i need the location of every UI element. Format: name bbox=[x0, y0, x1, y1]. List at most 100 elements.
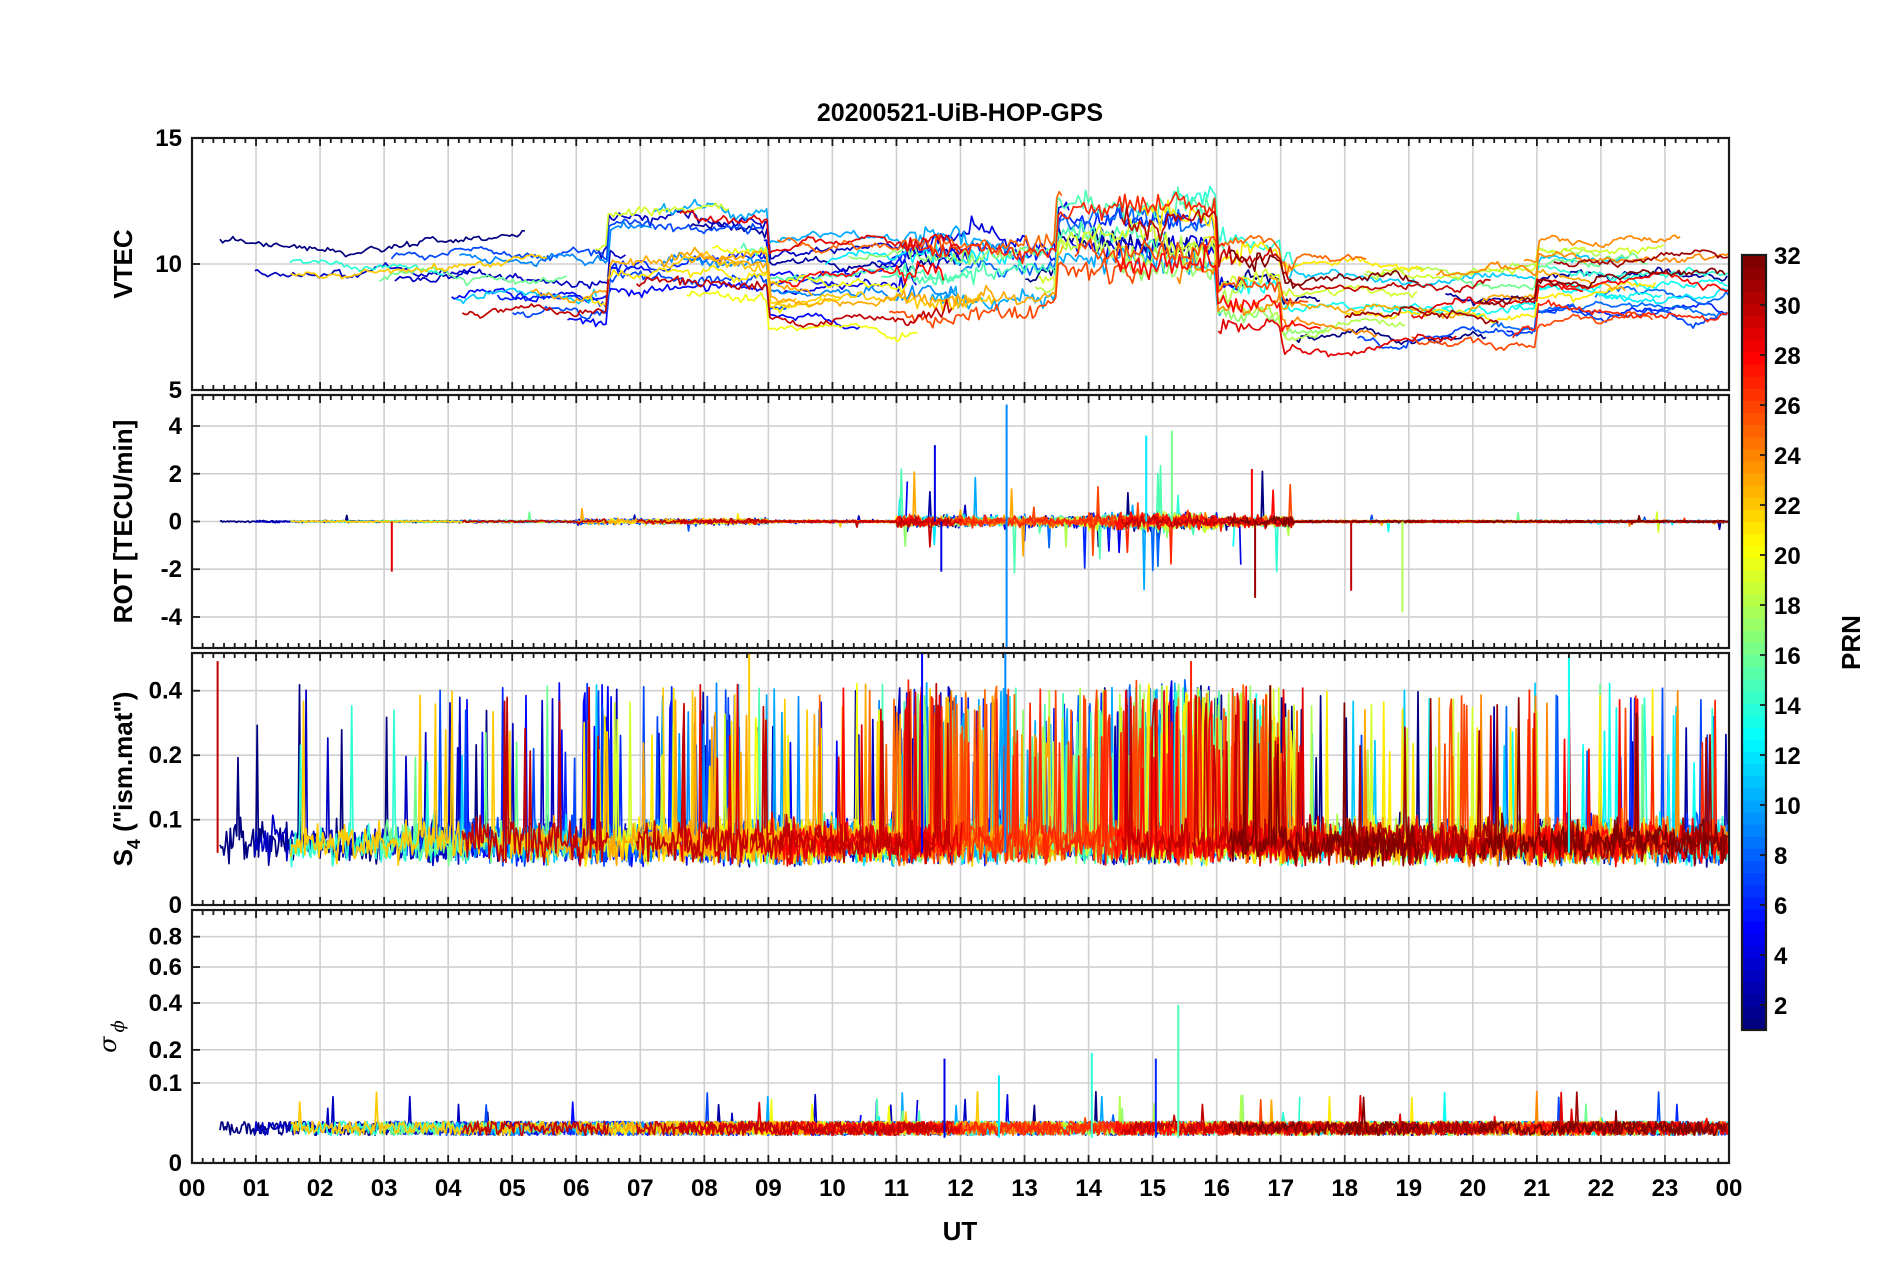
y-axis-label: VTEC bbox=[108, 229, 138, 299]
colorbar-segment bbox=[1742, 315, 1766, 329]
chart-title: 20200521-UiB-HOP-GPS bbox=[817, 99, 1103, 127]
prn-line bbox=[1268, 268, 1626, 319]
y-tick-label: -4 bbox=[161, 604, 183, 631]
prn-line bbox=[1141, 199, 1425, 273]
colorbar-tick-label: 14 bbox=[1774, 693, 1801, 720]
colorbar-segment bbox=[1742, 388, 1766, 401]
prn-line bbox=[1478, 267, 1726, 306]
prn-line bbox=[1343, 1120, 1500, 1136]
panel-rot: -4 -2 0 2 4 ROT [TECU/min] bbox=[108, 393, 1731, 650]
colorbar-segment bbox=[1742, 884, 1766, 898]
prn-line bbox=[1170, 185, 1300, 267]
y-tick-label: 15 bbox=[155, 125, 182, 152]
colorbar-segment bbox=[1742, 545, 1766, 559]
prn-line bbox=[635, 682, 953, 865]
prn-line bbox=[1295, 326, 1487, 346]
colorbar-segment bbox=[1742, 715, 1766, 728]
prn-line bbox=[1545, 264, 1729, 281]
prn-line bbox=[903, 191, 1226, 265]
prn-line bbox=[1176, 250, 1378, 338]
prn-line bbox=[636, 515, 953, 548]
prn-line bbox=[712, 245, 908, 294]
prn-line bbox=[688, 245, 1064, 308]
colorbar-tick-label: 30 bbox=[1774, 293, 1801, 320]
y-tick-label: 10 bbox=[155, 251, 182, 278]
colorbar-segment bbox=[1742, 557, 1766, 571]
prn-line bbox=[595, 202, 730, 251]
colorbar-segment bbox=[1742, 763, 1766, 777]
prn-line bbox=[290, 253, 547, 280]
colorbar-tick-label: 4 bbox=[1774, 943, 1788, 970]
y-tick-label: 0 bbox=[169, 892, 182, 919]
colorbar-segment bbox=[1742, 279, 1766, 292]
x-tick-label: 19 bbox=[1395, 1175, 1422, 1202]
colorbar-tick-label: 20 bbox=[1774, 543, 1801, 570]
x-tick-label: 21 bbox=[1524, 1175, 1551, 1202]
colorbar-segment bbox=[1742, 642, 1766, 656]
prn-line bbox=[1120, 695, 1493, 867]
colorbar-segment bbox=[1742, 703, 1766, 716]
prn-line bbox=[390, 218, 763, 262]
x-tick-label: 00 bbox=[1716, 1175, 1743, 1202]
prn-line bbox=[1120, 257, 1329, 337]
colorbar-segment bbox=[1742, 1017, 1766, 1031]
x-tick-label: 13 bbox=[1011, 1175, 1038, 1202]
prn-line bbox=[1343, 697, 1500, 867]
prn-line bbox=[1344, 305, 1499, 325]
colorbar-segment bbox=[1742, 836, 1766, 849]
colorbar-segment bbox=[1742, 303, 1766, 317]
y-tick-label: 4 bbox=[169, 413, 183, 440]
colorbar-segment bbox=[1742, 412, 1766, 426]
prn-line bbox=[1512, 299, 1729, 339]
x-tick-label: 14 bbox=[1075, 1175, 1102, 1202]
prn-line bbox=[888, 257, 1141, 329]
series-s4 bbox=[216, 653, 1729, 868]
x-tick-label: 03 bbox=[371, 1175, 398, 1202]
y-tick-label: 0.4 bbox=[149, 990, 183, 1017]
colorbar-segment bbox=[1742, 908, 1766, 922]
x-tick-label: 02 bbox=[307, 1175, 334, 1202]
colorbar-segment bbox=[1742, 630, 1766, 644]
x-tick-label: 09 bbox=[755, 1175, 782, 1202]
colorbar-segment bbox=[1742, 824, 1766, 837]
y-tick-label: 0 bbox=[169, 509, 182, 536]
x-tick-label: 04 bbox=[435, 1175, 462, 1202]
x-tick-label: 20 bbox=[1459, 1175, 1486, 1202]
prn-line bbox=[1506, 302, 1728, 336]
colorbar-segment bbox=[1742, 327, 1766, 341]
prn-line bbox=[219, 229, 525, 258]
colorbar-segment bbox=[1742, 799, 1766, 813]
colorbar-tick-label: 32 bbox=[1774, 243, 1801, 270]
colorbar-tick-label: 6 bbox=[1774, 893, 1787, 920]
prn-line bbox=[1232, 276, 1485, 317]
x-tick-label: 06 bbox=[563, 1175, 590, 1202]
prn-line bbox=[1342, 280, 1656, 324]
colorbar-segment bbox=[1742, 812, 1766, 825]
colorbar-tick-label: 26 bbox=[1774, 393, 1801, 420]
colorbar-segment bbox=[1742, 351, 1766, 365]
prn-line bbox=[461, 686, 610, 867]
colorbar-segment bbox=[1742, 981, 1766, 995]
colorbar-segment bbox=[1742, 654, 1766, 668]
colorbar-segment bbox=[1742, 848, 1766, 862]
colorbar-tick-label: 24 bbox=[1774, 443, 1801, 470]
prn-line bbox=[660, 251, 957, 301]
colorbar-box bbox=[1740, 253, 1768, 1032]
colorbar-tick-label: 2 bbox=[1774, 993, 1787, 1020]
colorbar-segment bbox=[1742, 739, 1766, 753]
y-tick-label: 5 bbox=[169, 377, 182, 404]
x-tick-label: 05 bbox=[499, 1175, 526, 1202]
colorbar-segment bbox=[1742, 521, 1766, 535]
x-tick-label: 10 bbox=[819, 1175, 846, 1202]
y-tick-label: 0.2 bbox=[149, 1037, 182, 1064]
colorbar-segment bbox=[1742, 618, 1766, 631]
colorbar-segment bbox=[1742, 533, 1766, 547]
prn-line bbox=[1221, 234, 1367, 278]
colorbar-segment bbox=[1742, 727, 1766, 740]
x-tick-label: 23 bbox=[1652, 1175, 1679, 1202]
colorbar-segment bbox=[1742, 1005, 1766, 1019]
series-sigma_phi bbox=[219, 1005, 1729, 1138]
prn-line bbox=[1535, 271, 1729, 302]
colorbar-segment bbox=[1742, 775, 1766, 789]
